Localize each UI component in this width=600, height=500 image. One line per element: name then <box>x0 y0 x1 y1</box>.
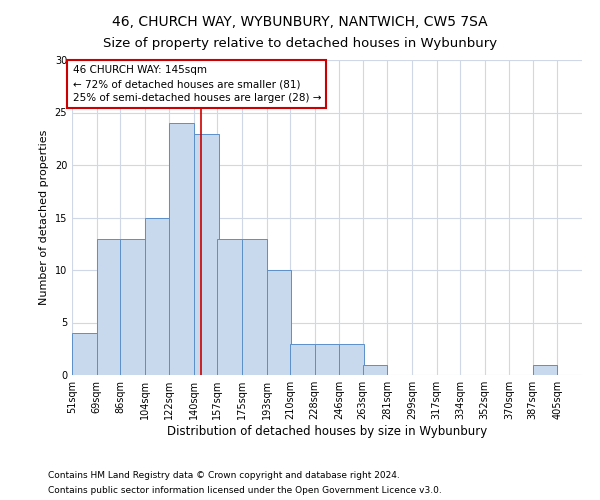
Text: Contains HM Land Registry data © Crown copyright and database right 2024.: Contains HM Land Registry data © Crown c… <box>48 471 400 480</box>
Bar <box>97 238 121 375</box>
Bar <box>533 364 557 375</box>
Text: Size of property relative to detached houses in Wybunbury: Size of property relative to detached ho… <box>103 38 497 51</box>
Bar <box>120 238 145 375</box>
Bar <box>290 344 314 375</box>
Bar <box>169 123 194 375</box>
Bar <box>242 238 266 375</box>
Bar <box>314 344 340 375</box>
Text: 46, CHURCH WAY, WYBUNBURY, NANTWICH, CW5 7SA: 46, CHURCH WAY, WYBUNBURY, NANTWICH, CW5… <box>112 15 488 29</box>
Bar <box>145 218 169 375</box>
Bar <box>362 364 388 375</box>
Bar <box>194 134 218 375</box>
Y-axis label: Number of detached properties: Number of detached properties <box>39 130 49 305</box>
Bar <box>266 270 292 375</box>
Text: 46 CHURCH WAY: 145sqm
← 72% of detached houses are smaller (81)
25% of semi-deta: 46 CHURCH WAY: 145sqm ← 72% of detached … <box>73 65 321 104</box>
Bar <box>340 344 364 375</box>
Bar <box>217 238 242 375</box>
Bar <box>72 333 97 375</box>
X-axis label: Distribution of detached houses by size in Wybunbury: Distribution of detached houses by size … <box>167 425 487 438</box>
Text: Contains public sector information licensed under the Open Government Licence v3: Contains public sector information licen… <box>48 486 442 495</box>
